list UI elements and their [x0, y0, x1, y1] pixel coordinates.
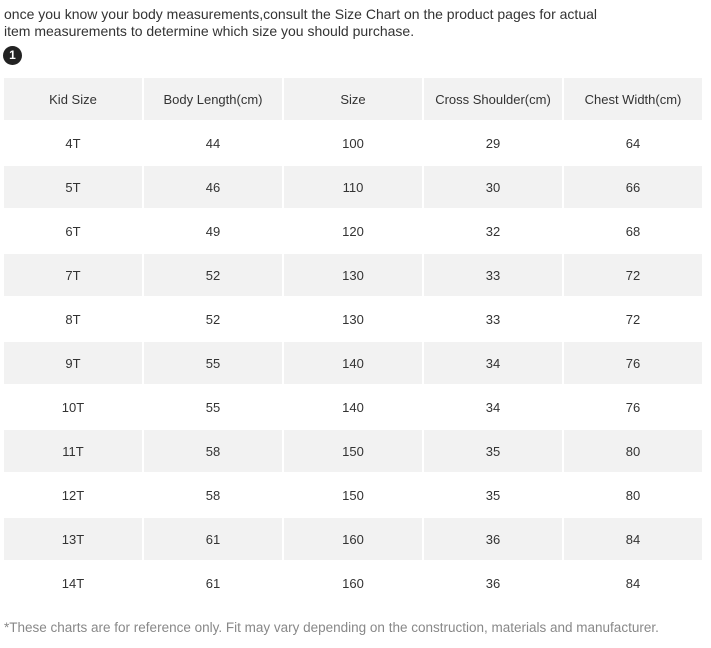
table-cell: 84	[564, 518, 702, 560]
table-cell: 32	[485, 223, 501, 239]
table-cell: 55	[205, 399, 221, 415]
table-cell: 55	[144, 342, 282, 384]
size-table: Kid Size Body Length(cm) Size Cross Shoulde…	[2, 76, 704, 606]
table-cell: 9T	[4, 342, 142, 384]
table-cell: 160	[342, 575, 364, 591]
table-cell: 46	[144, 166, 282, 208]
table-cell: 80	[625, 487, 641, 503]
table-row: 12T 58 150 35 80	[4, 474, 702, 516]
table-cell: 36	[424, 518, 562, 560]
table-cell: 58	[205, 487, 221, 503]
table-cell: 72	[564, 254, 702, 296]
table-cell: 72	[625, 311, 641, 327]
header-cell: Body Length(cm)	[144, 78, 282, 120]
table-cell: 6T	[65, 223, 81, 239]
table-cell: 150	[284, 430, 422, 472]
table-row: 9T 55 140 34 76	[4, 342, 702, 384]
table-cell: 10T	[61, 399, 85, 415]
table-cell: 61	[144, 518, 282, 560]
table-body: 4T 44 100 29 64 5T 46 110 30 66 6T 49 120 32 68 7T 52 130…	[4, 122, 702, 604]
footnote: *These charts are for reference only. Fi…	[4, 620, 659, 635]
table-cell: 36	[485, 575, 501, 591]
table-row: 4T 44 100 29 64	[4, 122, 702, 164]
table-cell: 66	[564, 166, 702, 208]
table-row: 10T 55 140 34 76	[4, 386, 702, 428]
table-cell: 84	[625, 575, 641, 591]
table-cell: 100	[342, 135, 364, 151]
table-cell: 160	[284, 518, 422, 560]
table-cell: 35	[424, 430, 562, 472]
table-cell: 76	[564, 342, 702, 384]
table-cell: 35	[485, 487, 501, 503]
table-cell: 34	[485, 399, 501, 415]
table-cell: 13T	[4, 518, 142, 560]
table-cell: 64	[625, 135, 641, 151]
table-row: 8T 52 130 33 72	[4, 298, 702, 340]
table-cell: 29	[485, 135, 501, 151]
table-cell: 58	[144, 430, 282, 472]
table-cell: 130	[342, 311, 364, 327]
table-cell: 52	[144, 254, 282, 296]
table-cell: 34	[424, 342, 562, 384]
table-cell: 68	[625, 223, 641, 239]
table-cell: 33	[424, 254, 562, 296]
table-row: 11T 58 150 35 80	[4, 430, 702, 472]
table-cell: 11T	[4, 430, 142, 472]
table-cell: 49	[205, 223, 221, 239]
table-row: 14T 61 160 36 84	[4, 562, 702, 604]
table-cell: 14T	[61, 575, 85, 591]
table-row: 7T 52 130 33 72	[4, 254, 702, 296]
table-cell: 80	[564, 430, 702, 472]
header-cell: Kid Size	[4, 78, 142, 120]
step-badge: 1	[3, 46, 22, 65]
intro-text: once you know your body measurements,con…	[4, 6, 598, 39]
header-cell: Size	[284, 78, 422, 120]
table-row: 13T 61 160 36 84	[4, 518, 702, 560]
table-cell: 140	[284, 342, 422, 384]
table-row: 5T 46 110 30 66	[4, 166, 702, 208]
table-cell: 12T	[61, 487, 85, 503]
table-cell: 8T	[65, 311, 81, 327]
table-cell: 52	[205, 311, 221, 327]
header-cell: Chest Width(cm)	[564, 78, 702, 120]
table-cell: 110	[284, 166, 422, 208]
table-cell: 140	[342, 399, 364, 415]
header-cell: Cross Shoulder(cm)	[424, 78, 562, 120]
table-cell: 7T	[4, 254, 142, 296]
table-cell: 33	[485, 311, 501, 327]
table-cell: 150	[342, 487, 364, 503]
table-cell: 5T	[4, 166, 142, 208]
table-cell: 30	[424, 166, 562, 208]
table-row: 6T 49 120 32 68	[4, 210, 702, 252]
header-row: Kid Size Body Length(cm) Size Cross Shoulde…	[4, 78, 702, 120]
table-cell: 130	[284, 254, 422, 296]
table-cell: 44	[205, 135, 221, 151]
table-cell: 61	[205, 575, 221, 591]
table-cell: 76	[625, 399, 641, 415]
table-cell: 120	[342, 223, 364, 239]
table-cell: 4T	[65, 135, 81, 151]
